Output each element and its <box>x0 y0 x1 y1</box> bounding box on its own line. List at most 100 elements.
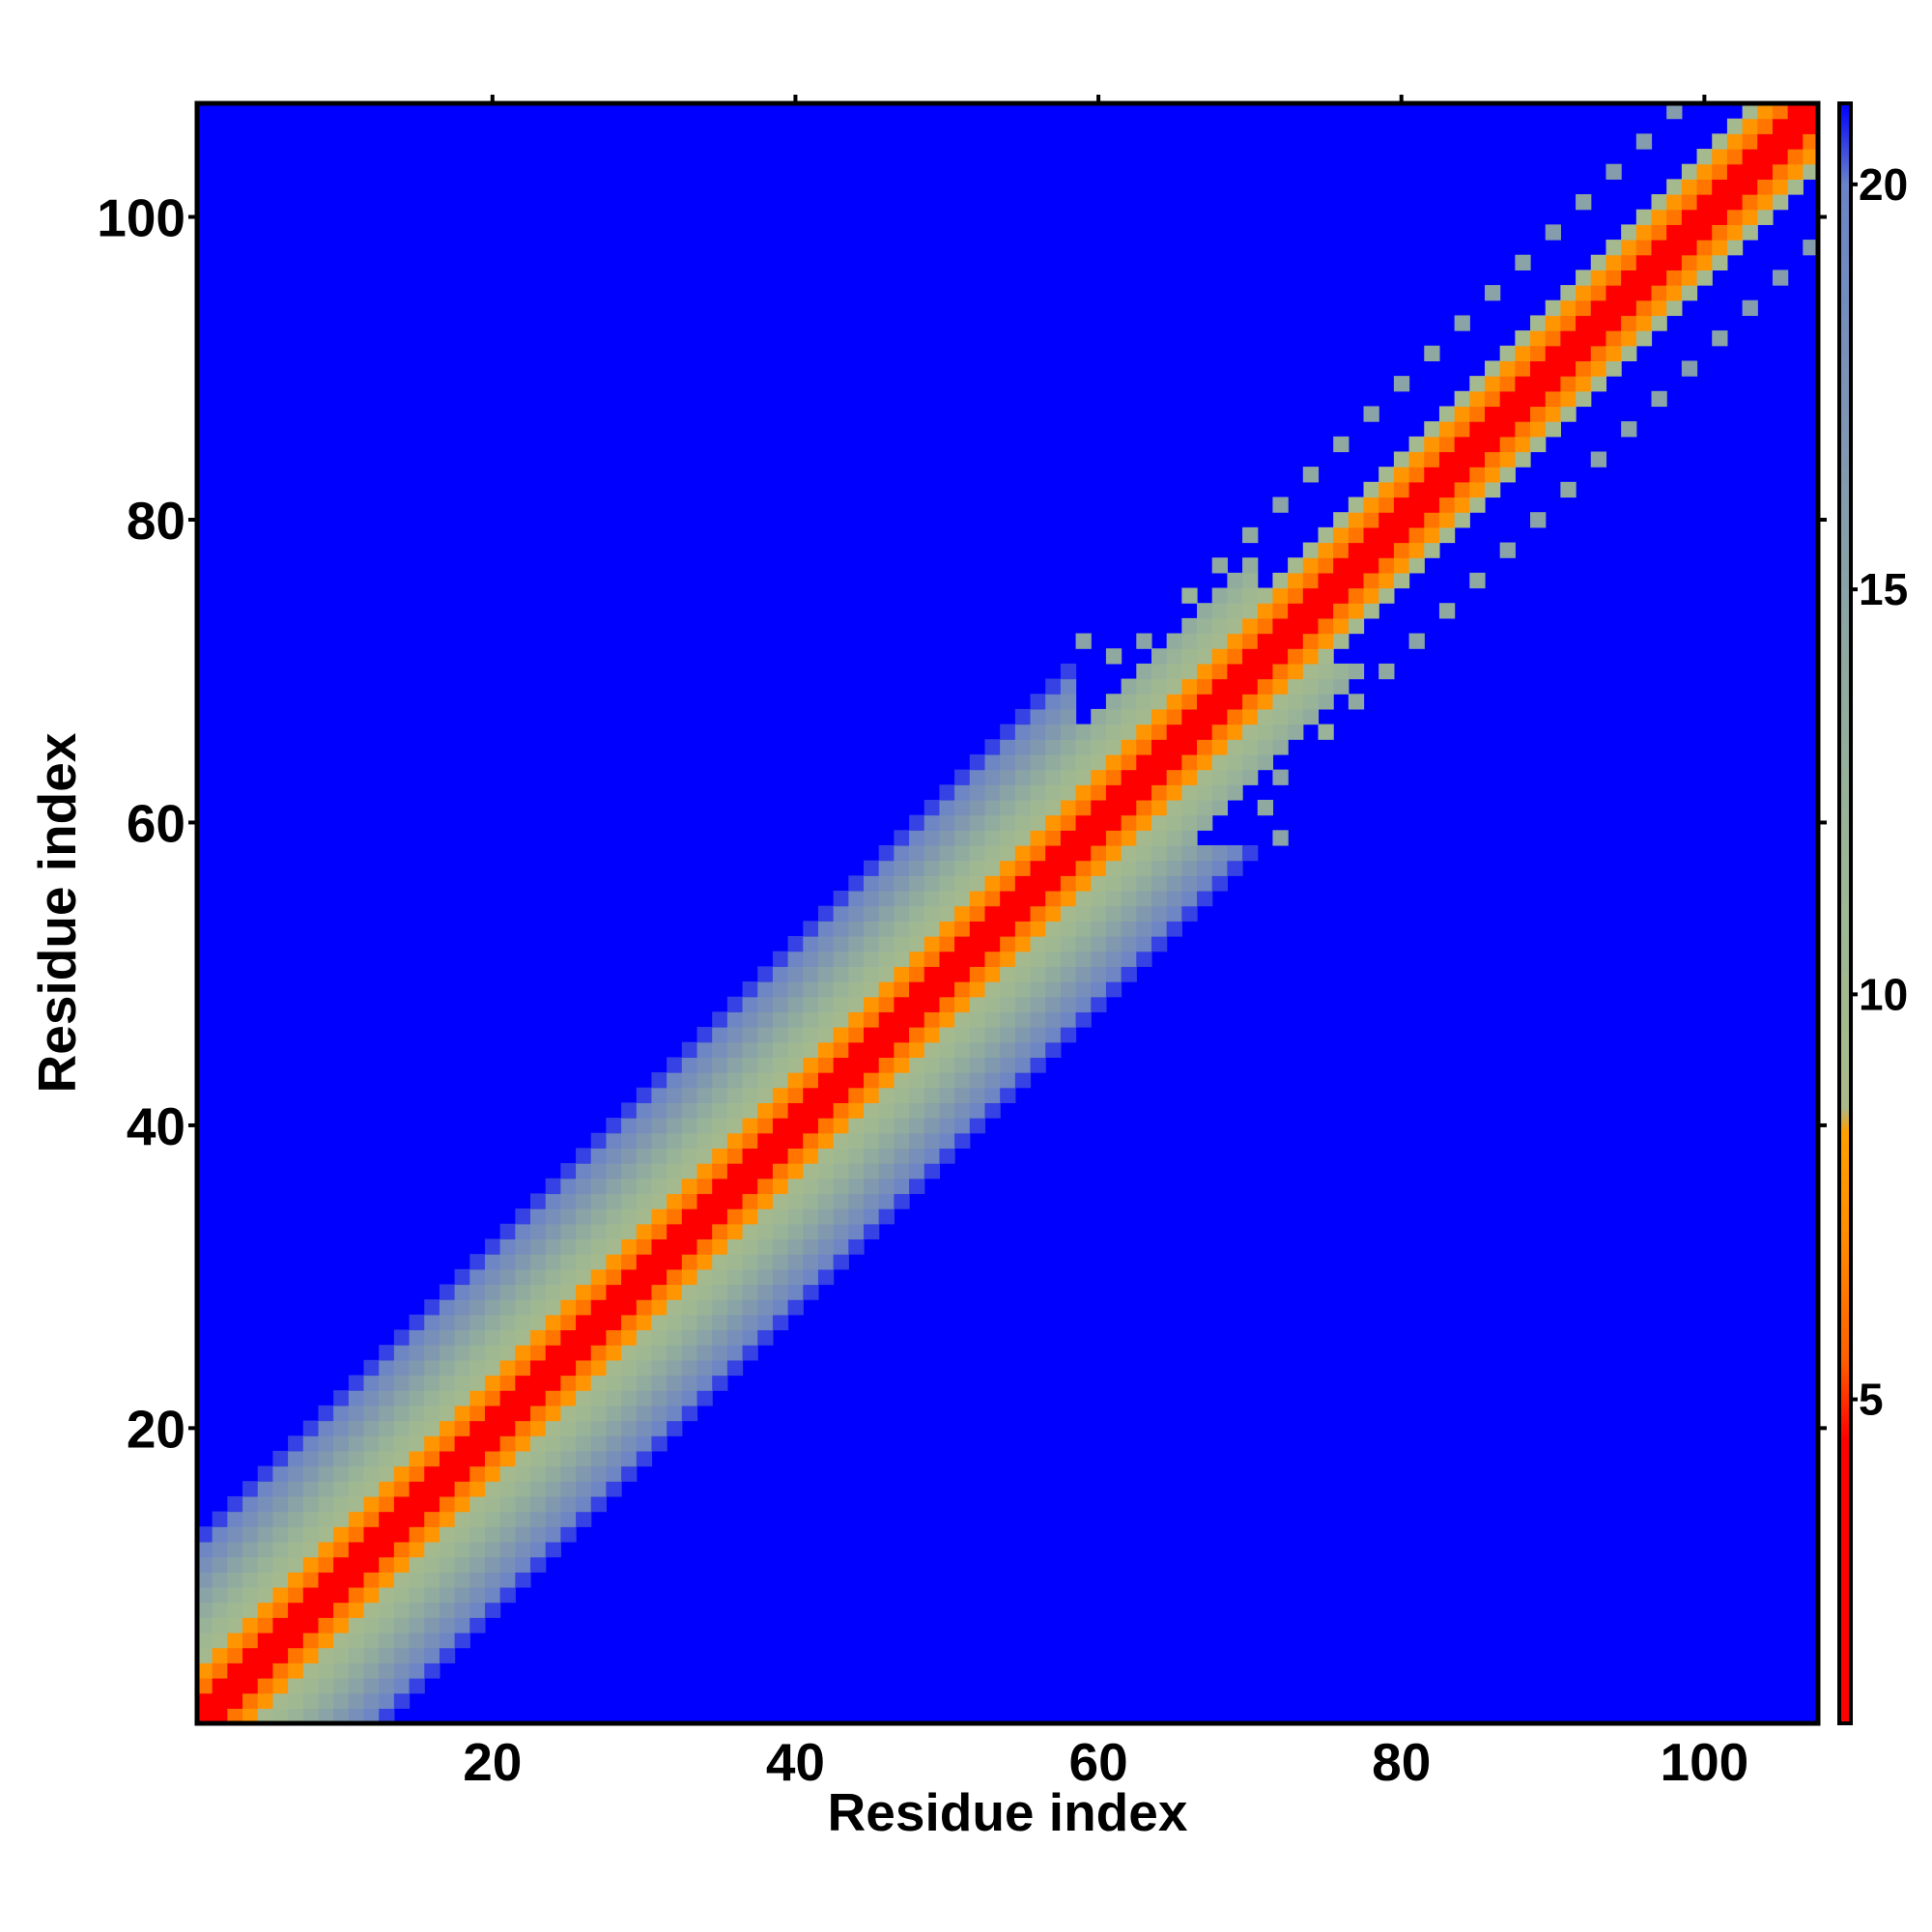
heatmap-cell <box>817 1208 835 1225</box>
heatmap-cell <box>954 936 971 952</box>
heatmap-cell <box>424 1586 440 1604</box>
heatmap-cell <box>1000 814 1016 831</box>
heatmap-cell <box>288 1465 304 1482</box>
heatmap-cell <box>424 1541 440 1558</box>
heatmap-cell <box>576 1238 592 1255</box>
heatmap-cell <box>393 1495 411 1513</box>
heatmap-cell <box>726 1345 744 1361</box>
heatmap-cell <box>393 1526 411 1543</box>
heatmap-cell <box>1211 860 1228 876</box>
heatmap-cell <box>499 1329 516 1346</box>
heatmap-cell <box>1151 936 1168 952</box>
heatmap-cell <box>1515 421 1531 438</box>
heatmap-cell <box>939 951 955 967</box>
heatmap-cell <box>1605 330 1622 347</box>
heatmap-cell <box>545 1254 561 1270</box>
heatmap-cell <box>424 1602 440 1618</box>
heatmap-cell <box>318 1586 334 1604</box>
heatmap-cell <box>499 1390 516 1406</box>
heatmap-cell <box>909 905 925 922</box>
heatmap-cell <box>424 1375 440 1391</box>
heatmap-cell <box>1424 467 1440 483</box>
heatmap-cell <box>576 1465 592 1482</box>
heatmap-cell <box>606 1132 622 1150</box>
heatmap-cell <box>363 1586 380 1604</box>
heatmap-cell <box>1696 270 1713 286</box>
heatmap-cell <box>909 1041 925 1058</box>
heatmap-cell <box>984 966 1001 982</box>
heatmap-cell <box>696 1329 713 1346</box>
heatmap-cell <box>726 1057 744 1073</box>
heatmap-cell <box>726 1284 744 1300</box>
heatmap-cell <box>484 1314 501 1331</box>
heatmap-cell <box>939 981 955 998</box>
heatmap-cell <box>923 799 941 816</box>
y-tick-label: 60 <box>127 793 185 853</box>
heatmap-cell <box>227 1677 243 1694</box>
heatmap-cell <box>864 981 880 998</box>
heatmap-cell <box>1635 224 1653 241</box>
heatmap-cell <box>576 1511 592 1527</box>
heatmap-cell <box>1181 905 1198 922</box>
heatmap-cell <box>803 996 819 1012</box>
heatmap-cell <box>894 996 910 1012</box>
heatmap-cell <box>894 1041 910 1058</box>
heatmap-cell <box>1121 951 1137 967</box>
heatmap-cell <box>590 1359 608 1377</box>
heatmap-cell <box>1726 149 1744 165</box>
heatmap-cell <box>212 1617 228 1634</box>
heatmap-cell <box>363 1450 380 1467</box>
heatmap-cell <box>454 1420 470 1436</box>
heatmap-cell <box>318 1677 334 1694</box>
heatmap-cell <box>848 1163 865 1179</box>
heatmap-cell <box>742 1299 758 1316</box>
heatmap-cell <box>212 1708 228 1724</box>
heatmap-cell <box>499 1511 516 1527</box>
heatmap-cell <box>227 1617 243 1634</box>
heatmap-cell <box>696 1208 713 1225</box>
heatmap-cell <box>1288 572 1304 589</box>
heatmap-cell <box>787 1057 804 1073</box>
heatmap-cell <box>1454 436 1470 453</box>
heatmap-cell <box>651 1435 668 1452</box>
heatmap-cell <box>1757 133 1774 150</box>
heatmap-cell <box>469 1450 486 1467</box>
heatmap-cell <box>1060 799 1077 816</box>
heatmap-cell <box>969 981 986 998</box>
heatmap-cell <box>1181 784 1198 801</box>
heatmap-cell <box>969 921 986 937</box>
heatmap-cell <box>1438 451 1456 468</box>
heatmap-cell <box>1166 753 1182 771</box>
heatmap-cell <box>439 1481 456 1497</box>
heatmap-cell <box>1681 209 1698 225</box>
heatmap-cell <box>636 1435 653 1452</box>
heatmap-cell <box>969 1118 986 1134</box>
heatmap-cell <box>515 1572 531 1588</box>
heatmap-cell <box>379 1708 395 1724</box>
heatmap-cell <box>606 1284 622 1300</box>
heatmap-cell <box>545 1223 561 1240</box>
heatmap-cell <box>1288 708 1304 725</box>
heatmap-cell <box>923 1072 941 1089</box>
heatmap-cell <box>772 1163 789 1179</box>
heatmap-cell <box>1105 799 1122 816</box>
heatmap-cell <box>803 1027 819 1043</box>
heatmap-cell <box>469 1254 486 1270</box>
heatmap-cell <box>1091 996 1107 1012</box>
heatmap-cell <box>302 1662 320 1679</box>
heatmap-cell <box>787 1208 804 1225</box>
heatmap-cell <box>1378 512 1395 528</box>
heatmap-cell <box>1181 769 1198 785</box>
heatmap-cell <box>923 996 941 1012</box>
heatmap-cell <box>651 1072 668 1089</box>
heatmap-cell <box>590 1450 608 1467</box>
heatmap-cell <box>197 1662 213 1679</box>
heatmap-cell <box>1302 542 1320 558</box>
heatmap-cell <box>726 1359 744 1377</box>
heatmap-cell <box>560 1193 577 1209</box>
heatmap-cell <box>333 1708 350 1724</box>
heatmap-cell <box>409 1420 425 1436</box>
heatmap-cell <box>1515 436 1531 453</box>
heatmap-cell <box>348 1602 365 1618</box>
heatmap-cell <box>484 1345 501 1361</box>
